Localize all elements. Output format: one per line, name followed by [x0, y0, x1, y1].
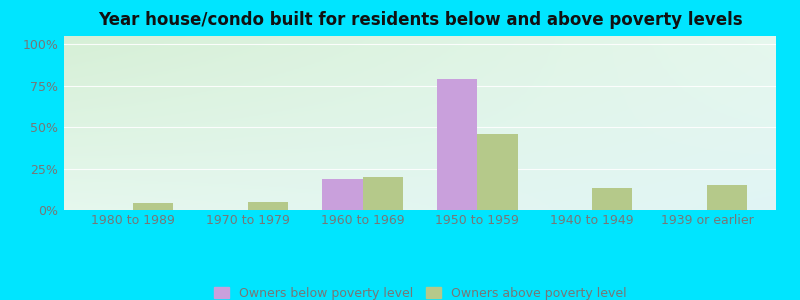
- Bar: [707, 185, 747, 210]
- Bar: [478, 134, 518, 210]
- Bar: [362, 177, 402, 210]
- Bar: [592, 188, 633, 210]
- Title: Year house/condo built for residents below and above poverty levels: Year house/condo built for residents bel…: [98, 11, 742, 29]
- Bar: [248, 202, 288, 210]
- Bar: [322, 178, 362, 210]
- Bar: [133, 203, 173, 210]
- Legend: Owners below poverty level, Owners above poverty level: Owners below poverty level, Owners above…: [209, 282, 631, 300]
- Bar: [438, 79, 478, 210]
